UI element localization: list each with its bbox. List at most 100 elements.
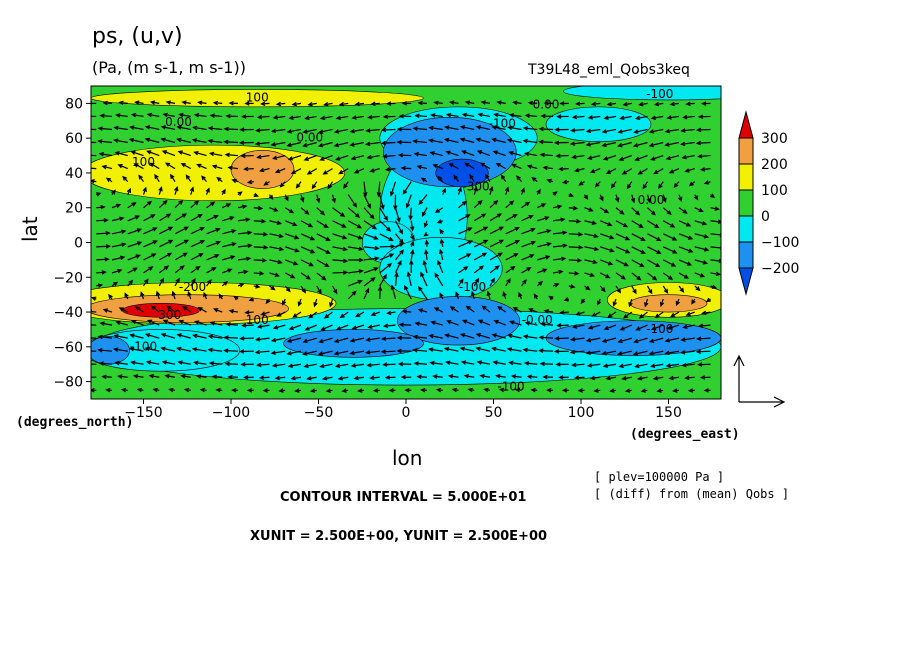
contour-label-10: 300 xyxy=(158,308,181,322)
wind-arrow-30 xyxy=(561,388,569,393)
wind-arrow-114 xyxy=(618,363,632,369)
wind-arrow-282 xyxy=(124,292,129,300)
wind-arrow-22 xyxy=(435,387,443,393)
wind-arrow-136 xyxy=(333,350,349,356)
wind-arrow-238 xyxy=(682,324,695,330)
wind-arrow-346 xyxy=(505,278,511,287)
wind-arrow-319 xyxy=(705,297,711,303)
wind-arrow-196 xyxy=(648,337,664,344)
wind-arrow-166 xyxy=(176,333,191,339)
wind-arrow-231 xyxy=(571,324,585,329)
wind-arrow-883 xyxy=(134,100,144,105)
wind-arrow-619 xyxy=(393,194,398,211)
wind-arrow-759 xyxy=(697,153,711,159)
wind-arrow-128 xyxy=(207,347,223,353)
wind-arrow-358 xyxy=(694,285,701,292)
wind-arrow-776 xyxy=(333,141,349,148)
wind-arrow-851 xyxy=(256,114,270,120)
wind-arrow-636 xyxy=(662,194,667,203)
wind-arrow-206 xyxy=(178,319,191,326)
wind-arrow-747 xyxy=(508,150,522,157)
wind-arrow-160 xyxy=(91,337,97,339)
wind-arrow-108 xyxy=(523,361,538,366)
wind-arrow-170 xyxy=(239,336,254,341)
wind-arrow-588 xyxy=(536,203,547,209)
wind-arrow-486 xyxy=(190,227,205,235)
wind-arrow-753 xyxy=(602,154,617,161)
wind-arrow-500 xyxy=(410,233,415,241)
wind-arrow-185 xyxy=(475,333,491,339)
wind-arrow-242 xyxy=(118,307,129,313)
wind-arrow-494 xyxy=(316,233,331,241)
wind-arrow-728 xyxy=(208,151,223,157)
field-region-7 xyxy=(91,329,241,372)
wind-arrow-535 xyxy=(332,220,347,228)
wind-arrow-222 xyxy=(430,320,443,326)
wind-arrow-720 xyxy=(91,154,97,157)
wind-arrow-162 xyxy=(113,333,128,339)
wind-arrow-374 xyxy=(316,272,327,281)
wind-arrow-514 xyxy=(631,233,646,241)
wind-arrow-276 xyxy=(654,311,664,319)
wind-arrow-27 xyxy=(514,387,522,393)
wind-arrow-766 xyxy=(176,137,191,144)
wind-arrow-902 xyxy=(433,100,443,106)
wind-arrow-418 xyxy=(379,253,395,261)
wind-arrow-229 xyxy=(540,322,554,327)
wind-arrow-607 xyxy=(205,187,210,195)
wind-arrow-525 xyxy=(174,213,188,222)
wind-arrow-23 xyxy=(451,387,459,393)
wind-arrow-335 xyxy=(331,285,338,295)
wind-arrow-258 xyxy=(370,311,380,317)
wind-arrow-142 xyxy=(428,347,443,352)
wind-arrow-742 xyxy=(429,151,443,157)
wind-arrow-351 xyxy=(584,285,591,291)
wind-arrow-502 xyxy=(439,228,444,235)
wind-arrow-458 xyxy=(379,244,396,249)
wind-arrow-317 xyxy=(675,298,680,307)
wind-arrow-180 xyxy=(396,335,412,341)
wind-arrow-441 xyxy=(111,242,127,248)
wind-arrow-672 xyxy=(594,181,601,188)
wind-arrow-59 xyxy=(384,375,396,380)
wind-arrow-216 xyxy=(335,324,349,331)
wind-arrow-74 xyxy=(621,376,632,381)
wind-arrow-903 xyxy=(449,100,459,105)
wind-arrow-504 xyxy=(473,226,489,235)
wind-arrow-599 xyxy=(710,206,720,211)
wind-arrow-462 xyxy=(439,238,445,247)
wind-arrow-871 xyxy=(571,114,585,120)
wind-arrow-714 xyxy=(621,168,633,175)
wind-arrow-784 xyxy=(459,137,475,144)
wind-arrow-322 xyxy=(127,279,134,287)
wind-arrow-90 xyxy=(240,362,254,367)
wind-arrow-336 xyxy=(348,279,363,287)
wind-arrow-93 xyxy=(287,363,302,368)
wind-arrow-775 xyxy=(317,141,333,148)
wind-arrow-487 xyxy=(206,227,221,235)
wind-arrow-699 xyxy=(384,167,396,172)
wind-arrow-308 xyxy=(533,293,539,300)
wind-arrow-545 xyxy=(489,213,503,222)
wind-arrow-914 xyxy=(622,101,632,107)
wind-arrow-865 xyxy=(477,112,491,118)
wind-arrow-604 xyxy=(158,186,163,195)
wind-arrow-786 xyxy=(491,137,506,144)
wind-arrow-829 xyxy=(538,126,554,132)
wind-arrow-165 xyxy=(160,333,176,339)
wind-arrow-77 xyxy=(668,375,680,381)
wind-arrow-220 xyxy=(398,322,412,328)
wind-arrow-148 xyxy=(522,347,538,353)
colorbar-label-0: 300 xyxy=(761,131,788,147)
wind-arrow-683 xyxy=(133,163,144,170)
wind-arrow-578 xyxy=(379,207,389,222)
wind-arrow-626 xyxy=(504,186,510,195)
wind-arrow-577 xyxy=(363,207,375,220)
wind-arrow-264 xyxy=(465,305,475,313)
wind-arrow-104 xyxy=(460,360,475,365)
wind-arrow-645 xyxy=(170,173,176,182)
contour-label-11: -100 xyxy=(459,280,486,294)
wind-arrow-793 xyxy=(601,141,617,148)
wind-arrow-399 xyxy=(710,271,721,277)
y-tick-label-7: 60 xyxy=(65,131,83,147)
